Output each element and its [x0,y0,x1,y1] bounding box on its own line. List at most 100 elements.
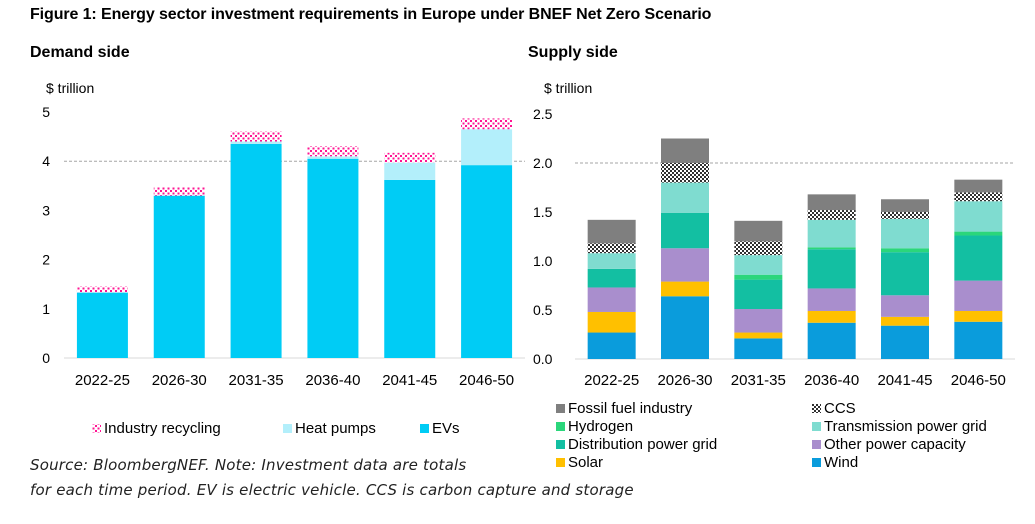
supply-bar-hydrogen-2031-35 [734,274,783,280]
supply-legend-label: Solar [568,454,603,471]
source-note-line-1: Source: BloombergNEF. Note: Investment d… [30,456,467,474]
supply-bar-other_power-2022-25 [587,287,636,312]
demand-bar-industry_recycling-2036-40 [307,146,359,157]
supply-bar-solar-2036-40 [807,310,856,323]
demand-bar-ev-2041-45 [384,179,436,358]
supply-bar-other_power-2026-30 [661,248,709,282]
demand-bar-heat_pumps-2041-45 [384,162,436,180]
demand-x-tick-label: 2022-25 [75,372,130,389]
demand-y-tick-label: 0 [42,350,50,366]
supply-bar-transmission-2026-30 [661,182,709,213]
supply-bar-distribution-2046-50 [954,235,1003,281]
supply-bar-solar-2031-35 [734,332,783,339]
supply-legend-label: CCS [824,400,856,417]
supply-legend-swatch-transmission [812,422,821,431]
demand-y-tick-label: 4 [42,153,50,169]
supply-bar-solar-2041-45 [881,316,929,326]
supply-bar-ccs-2031-35 [734,241,783,256]
demand-legend-swatch-ev [420,424,429,433]
supply-bar-solar-2026-30 [661,281,709,297]
supply-x-tick-label: 2026-30 [657,372,712,389]
demand-x-tick-label: 2026-30 [152,372,207,389]
supply-bar-distribution-2022-25 [587,268,636,288]
supply-x-tick-label: 2041-45 [877,372,932,389]
demand-legend-swatch-heat_pumps [283,424,292,433]
supply-bar-solar-2046-50 [954,310,1003,322]
supply-legend-label: Fossil fuel industry [568,400,693,417]
supply-legend-label: Distribution power grid [568,436,717,453]
supply-legend-swatch-other_power [812,440,821,449]
supply-bar-transmission-2041-45 [881,218,929,249]
supply-bar-hydrogen-2046-50 [954,231,1003,236]
demand-bar-ev-2036-40 [307,158,359,358]
supply-legend-swatch-solar [556,458,565,467]
demand-bar-industry_recycling-2031-35 [230,131,282,142]
demand-y-tick-label: 2 [42,252,50,268]
supply-bar-ccs-2036-40 [807,210,856,220]
supply-legend-swatch-fossil [556,404,565,413]
demand-bar-heat_pumps-2031-35 [230,141,282,144]
supply-x-tick-label: 2036-40 [804,372,859,389]
supply-bar-wind-2022-25 [587,332,636,359]
supply-bar-distribution-2026-30 [661,212,709,249]
demand-legend-label: Industry recycling [104,420,221,437]
supply-y-tick-label: 0.5 [533,302,553,318]
supply-bar-hydrogen-2036-40 [807,247,856,250]
supply-legend-swatch-wind [812,458,821,467]
demand-bar-industry_recycling-2026-30 [153,187,205,196]
supply-chart-title: Supply side [528,44,618,61]
demand-legend-swatch-industry_recycling [92,424,101,433]
supply-y-axis-label: $ trillion [544,80,592,96]
supply-bar-other_power-2046-50 [954,280,1003,311]
supply-x-tick-label: 2031-35 [731,372,786,389]
demand-y-tick-label: 5 [42,104,50,120]
supply-bar-transmission-2031-35 [734,255,783,275]
supply-y-tick-label: 1.5 [533,204,553,220]
supply-bar-distribution-2036-40 [807,249,856,289]
supply-y-tick-label: 1.0 [533,253,553,269]
supply-y-tick-label: 2.0 [533,155,553,171]
figure-title: Figure 1: Energy sector investment requi… [30,6,712,23]
demand-legend-label: Heat pumps [295,420,376,437]
supply-bar-fossil-2022-25 [587,219,636,244]
supply-bar-wind-2036-40 [807,322,856,359]
supply-bar-fossil-2031-35 [734,220,783,242]
demand-x-tick-label: 2036-40 [305,372,360,389]
supply-legend-label: Wind [824,454,858,471]
supply-bar-distribution-2041-45 [881,252,929,296]
supply-y-tick-label: 2.5 [533,106,553,122]
supply-bar-solar-2022-25 [587,311,636,333]
supply-bar-hydrogen-2041-45 [881,248,929,253]
supply-bar-transmission-2036-40 [807,219,856,248]
source-note-line-2: for each time period. EV is electric veh… [30,481,634,499]
demand-x-tick-label: 2031-35 [229,372,284,389]
supply-x-tick-label: 2022-25 [584,372,639,389]
demand-bar-ev-2046-50 [461,165,513,358]
supply-bar-other_power-2036-40 [807,288,856,311]
supply-bar-fossil-2026-30 [661,138,709,163]
supply-bar-other_power-2041-45 [881,295,929,317]
supply-x-tick-label: 2046-50 [951,372,1006,389]
supply-legend-label: Transmission power grid [824,418,987,435]
demand-bar-heat_pumps-2036-40 [307,156,359,159]
supply-legend-swatch-hydrogen [556,422,565,431]
supply-bar-transmission-2022-25 [587,253,636,269]
supply-bar-wind-2031-35 [734,338,783,359]
demand-bar-industry_recycling-2041-45 [384,152,436,163]
demand-y-tick-label: 1 [42,301,50,317]
supply-legend-label: Hydrogen [568,418,633,435]
supply-bar-ccs-2041-45 [881,212,929,219]
supply-bar-distribution-2031-35 [734,279,783,310]
supply-bar-fossil-2041-45 [881,199,929,212]
supply-bar-wind-2041-45 [881,325,929,359]
supply-bar-wind-2046-50 [954,321,1003,359]
supply-bar-other_power-2031-35 [734,309,783,333]
supply-bar-ccs-2022-25 [587,243,636,254]
supply-legend-swatch-distribution [556,440,565,449]
supply-bar-ccs-2026-30 [661,163,709,183]
demand-x-tick-label: 2046-50 [459,372,514,389]
supply-bar-transmission-2046-50 [954,201,1003,232]
supply-legend-label: Other power capacity [824,436,966,453]
supply-y-tick-label: 0.0 [533,351,553,367]
supply-bar-wind-2026-30 [661,296,709,359]
